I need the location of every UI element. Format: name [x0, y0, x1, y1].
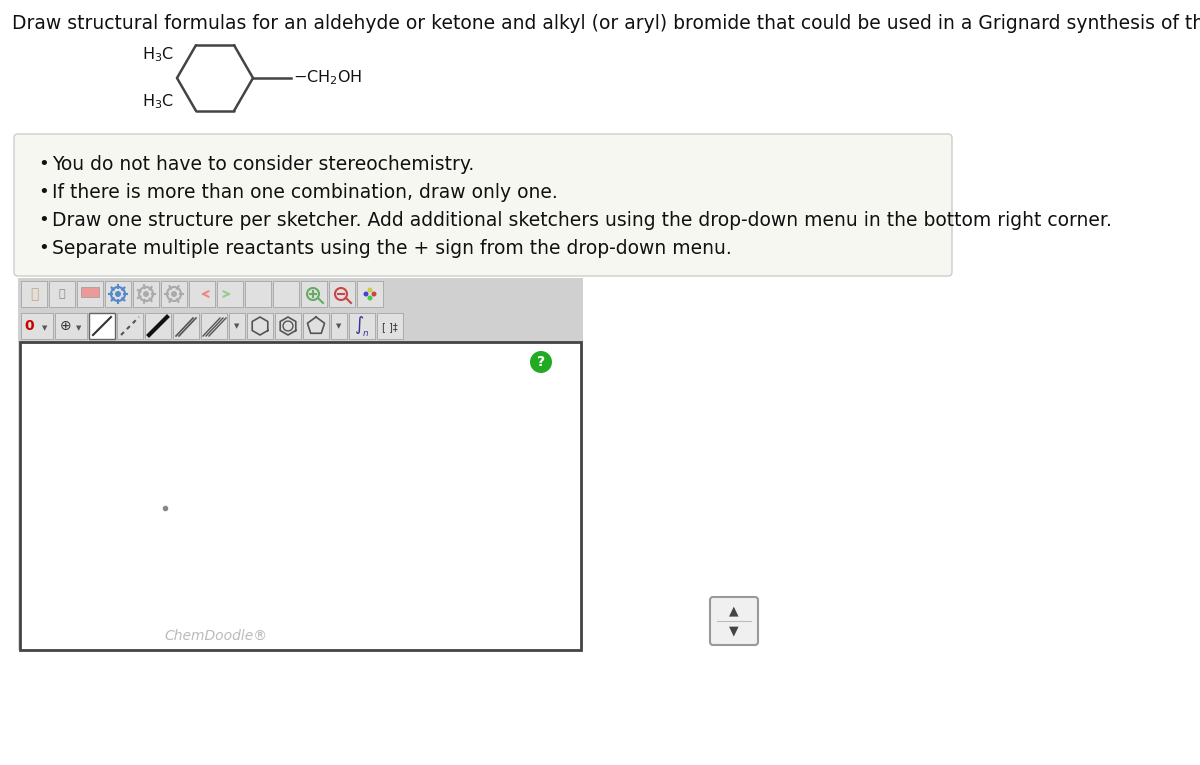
Bar [302, 313, 329, 339]
Bar [275, 313, 301, 339]
Bar [55, 313, 88, 339]
Text: ⊕: ⊕ [60, 319, 72, 333]
Bar [190, 281, 215, 307]
Bar [229, 313, 245, 339]
Text: ChemDoodle®: ChemDoodle® [164, 629, 268, 643]
Text: •: • [38, 183, 49, 201]
Bar [22, 281, 47, 307]
Text: You do not have to consider stereochemistry.: You do not have to consider stereochemis… [52, 155, 474, 174]
Text: H$_3$C: H$_3$C [142, 45, 174, 64]
Bar [173, 313, 199, 339]
Circle shape [364, 291, 368, 297]
Circle shape [367, 295, 372, 301]
Bar [274, 281, 299, 307]
Text: ▼: ▼ [42, 325, 48, 331]
FancyBboxPatch shape [710, 597, 758, 645]
Text: $-$CH$_2$OH: $-$CH$_2$OH [293, 69, 362, 87]
Circle shape [143, 291, 149, 297]
Bar [133, 281, 158, 307]
Bar [49, 281, 74, 307]
Text: 🔒: 🔒 [59, 289, 65, 299]
Text: ✋: ✋ [30, 287, 38, 301]
Bar [377, 313, 403, 339]
Bar [202, 313, 227, 339]
Text: •: • [38, 239, 49, 257]
Text: $\int_n$: $\int_n$ [354, 314, 370, 340]
Bar [301, 281, 326, 307]
Bar [22, 313, 53, 339]
Circle shape [172, 291, 178, 297]
Bar [106, 281, 131, 307]
Bar [18, 278, 583, 650]
Text: Draw structural formulas for an aldehyde or ketone and alkyl (or aryl) bromide t: Draw structural formulas for an aldehyde… [12, 14, 1200, 33]
Text: Separate multiple reactants using the + sign from the drop-down menu.: Separate multiple reactants using the + … [52, 239, 732, 258]
Text: ▼: ▼ [730, 624, 739, 637]
Text: [ ]‡: [ ]‡ [382, 322, 398, 332]
Text: •: • [38, 211, 49, 229]
Bar [358, 281, 383, 307]
Bar [247, 313, 274, 339]
Text: 0: 0 [24, 319, 34, 333]
Bar [217, 281, 242, 307]
Bar [89, 313, 115, 339]
Circle shape [367, 288, 372, 292]
Bar [20, 342, 581, 650]
Text: ▲: ▲ [730, 605, 739, 618]
Text: If there is more than one combination, draw only one.: If there is more than one combination, d… [52, 183, 558, 202]
Circle shape [530, 351, 552, 373]
Circle shape [372, 291, 377, 297]
Bar [329, 281, 355, 307]
Text: ▼: ▼ [234, 323, 240, 329]
Bar [82, 287, 98, 297]
Bar [77, 281, 103, 307]
Bar [245, 281, 271, 307]
FancyBboxPatch shape [14, 134, 952, 276]
Bar [161, 281, 187, 307]
Bar [18, 278, 583, 310]
Text: Draw one structure per sketcher. Add additional sketchers using the drop-down me: Draw one structure per sketcher. Add add… [52, 211, 1112, 230]
Text: •: • [38, 155, 49, 173]
Text: H$_3$C: H$_3$C [142, 92, 174, 111]
Bar [349, 313, 374, 339]
Bar [18, 310, 583, 342]
Text: ?: ? [536, 355, 545, 369]
Bar [145, 313, 172, 339]
Text: ▼: ▼ [77, 325, 82, 331]
Bar [118, 313, 143, 339]
Text: ▼: ▼ [336, 323, 342, 329]
Bar [331, 313, 347, 339]
Circle shape [115, 291, 121, 297]
